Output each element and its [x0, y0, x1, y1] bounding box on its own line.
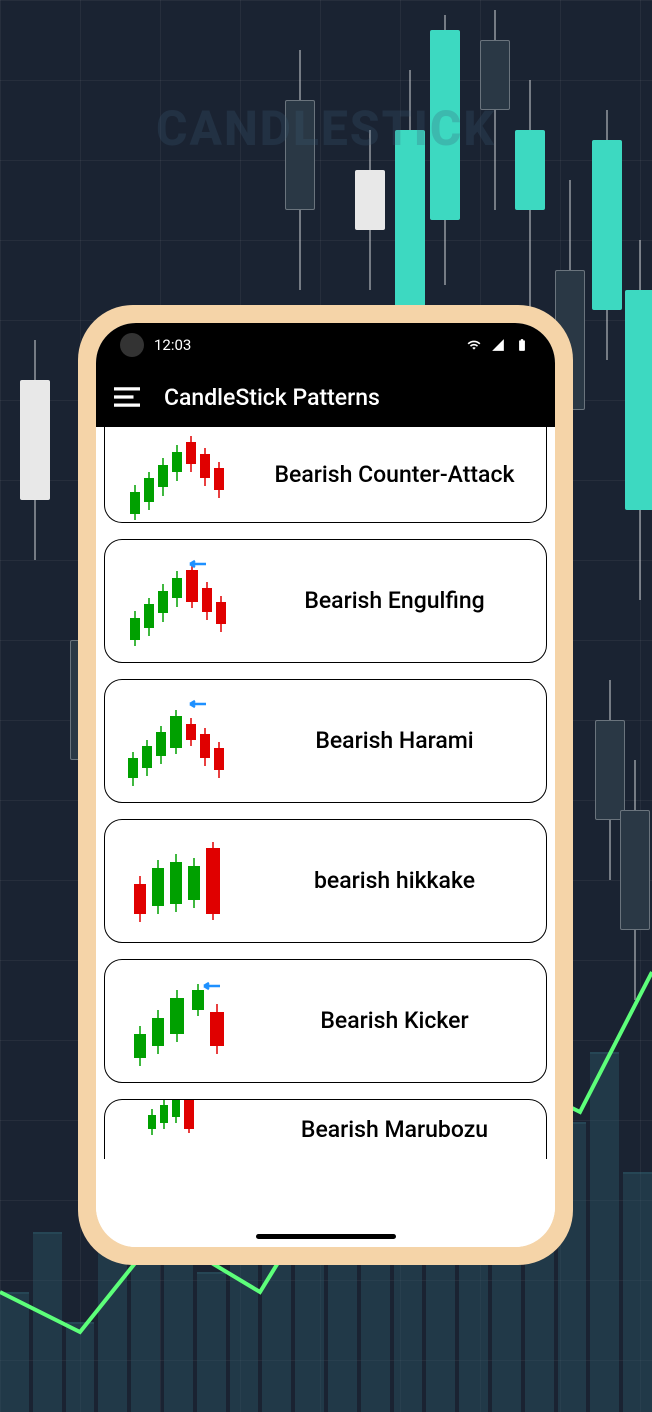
pattern-card-bearish-marubozu[interactable]: Bearish Marubozu: [104, 1099, 547, 1159]
home-indicator[interactable]: [256, 1234, 396, 1239]
battery-icon: [513, 338, 531, 352]
phone-notch: [226, 323, 426, 355]
menu-icon[interactable]: [114, 387, 140, 407]
avatar-icon: [120, 333, 144, 357]
pattern-name: Bearish Counter-Attack: [255, 460, 546, 490]
pattern-name: bearish hikkake: [255, 866, 546, 896]
phone-screen: 12:03 CandleStick Patterns Bearish Count…: [96, 323, 555, 1247]
pattern-card-bearish-engulfing[interactable]: Bearish Engulfing: [104, 539, 547, 663]
pattern-diagram: [105, 960, 255, 1082]
wifi-icon: [465, 338, 483, 352]
pattern-card-bearish-kicker[interactable]: Bearish Kicker: [104, 959, 547, 1083]
pattern-diagram: [105, 540, 255, 662]
pattern-card-bearish-hikkake[interactable]: bearish hikkake: [104, 819, 547, 943]
pattern-list[interactable]: Bearish Counter-Attack Bearish Engulfing…: [96, 427, 555, 1247]
pattern-card-bearish-counter-attack[interactable]: Bearish Counter-Attack: [104, 427, 547, 523]
signal-icon: [489, 338, 507, 352]
pattern-card-bearish-harami[interactable]: Bearish Harami: [104, 679, 547, 803]
pattern-name: Bearish Engulfing: [255, 586, 546, 616]
app-bar: CandleStick Patterns: [96, 367, 555, 427]
app-title: CandleStick Patterns: [164, 384, 380, 411]
pattern-name: Bearish Kicker: [255, 1006, 546, 1036]
phone-frame: 12:03 CandleStick Patterns Bearish Count…: [78, 305, 573, 1265]
pattern-diagram: [105, 820, 255, 942]
watermark-text: CANDLESTICK: [156, 100, 496, 157]
pattern-diagram: [105, 427, 255, 522]
pattern-name: Bearish Harami: [255, 726, 546, 756]
pattern-name: Bearish Marubozu: [255, 1115, 546, 1145]
status-time: 12:03: [154, 336, 191, 354]
pattern-diagram: [105, 680, 255, 802]
pattern-diagram: [105, 1100, 255, 1159]
